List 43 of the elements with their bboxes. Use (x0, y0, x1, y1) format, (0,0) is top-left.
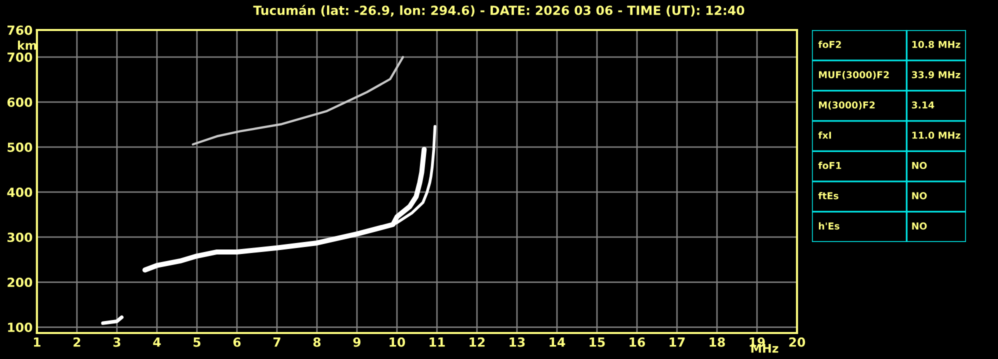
text: 33.9 MHz (912, 71, 960, 78)
x-tick-label: 18 (710, 337, 725, 347)
x-tick-label: 11 (430, 338, 445, 347)
x-tick-label: 6 (233, 337, 241, 347)
y-tick-label: 600 (7, 98, 32, 107)
y-tick-label: 300 (8, 232, 32, 242)
x-tick-label: 2 (74, 337, 80, 347)
category-label: fxI (818, 131, 831, 139)
x-tick-label: 13 (510, 337, 525, 347)
text: NO (912, 162, 927, 170)
y-tick-label: 760 (8, 25, 32, 35)
y-tick-label: 500 (8, 142, 32, 152)
category-label: foF2 (818, 40, 841, 48)
category-label: M(3000)F2 (819, 101, 875, 110)
y-tick-label: 700 (8, 52, 32, 62)
x-tick-label: 1 (34, 338, 40, 347)
x-tick-label: 15 (590, 338, 605, 347)
text: NO (912, 222, 927, 230)
x-tick-label: 3 (113, 337, 120, 347)
x-tick-label: 12 (470, 337, 485, 347)
x-tick-label: 8 (313, 337, 321, 347)
x-tick-label: 7 (273, 338, 280, 347)
text: 10.8 MHz (912, 40, 960, 48)
x-tick-label: 5 (194, 338, 200, 347)
y-axis-title: km (18, 40, 36, 50)
text: 3.14 (912, 101, 934, 109)
x-tick-label: 16 (630, 337, 646, 347)
x-tick-label: 10 (390, 337, 406, 347)
x-tick-label: 20 (789, 337, 806, 347)
category-label: MUF(3000)F2 (819, 70, 889, 80)
y-tick-label: 200 (8, 278, 32, 288)
category-label: h'Es (818, 222, 840, 230)
x-tick-label: 17 (670, 338, 685, 347)
x-tick-label: 4 (153, 338, 161, 347)
x-tick-label: 14 (550, 338, 566, 347)
chart-title: Tucumán (lat: -26.9, lon: 294.6) - DATE: 2026 03 06 - TIME (UT): 12:40 (253, 4, 744, 17)
y-tick-label: 100 (8, 322, 32, 332)
x-tick-label: 9 (353, 337, 361, 347)
category-label: foF1 (818, 162, 842, 170)
y-tick-label: 400 (7, 188, 32, 198)
text: NO (912, 192, 927, 200)
category-label: ftEs (818, 192, 838, 200)
text: 11.0 MHz (912, 132, 960, 139)
